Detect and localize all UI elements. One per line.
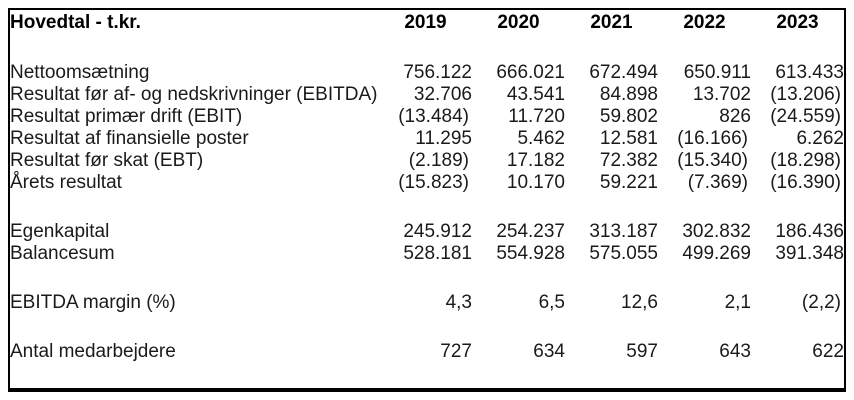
cell-value: 528.181 [403, 243, 472, 264]
row-label: Resultat primær drift (EBIT) [10, 106, 243, 127]
year-column-header: 2020 [497, 12, 540, 33]
section-spacer [10, 194, 844, 221]
cell-value: 554.928 [496, 243, 565, 264]
cell-value: 756.122 [403, 62, 472, 83]
cell-value: 11.720 [508, 106, 565, 127]
cell-value: 650.911 [683, 62, 751, 83]
table-body: Nettoomsætning 756.122 666.021 672.494 650.9… [10, 62, 844, 363]
cell-value: 43.541 [506, 84, 565, 105]
cell-value: 666.021 [496, 62, 565, 83]
cell-value: (18.298) [770, 150, 841, 171]
cell-value: 313.187 [589, 221, 658, 242]
table-row: EBITDA margin (%) 4,3 6,5 12,6 2,1 (2,2) [10, 292, 844, 314]
row-label: Antal medarbejdere [10, 341, 176, 362]
cell-value: 672.494 [589, 62, 658, 83]
year-column-header: 2023 [776, 12, 819, 33]
cell-value: (15.823) [398, 172, 469, 193]
cell-value: 12.581 [599, 128, 658, 149]
cell-value: 499.269 [682, 243, 751, 264]
cell-value: 6.262 [796, 128, 844, 149]
cell-value: 4,3 [445, 292, 472, 313]
table-row: Årets resultat (15.823) 10.170 59.221 (7.369… [10, 172, 844, 194]
cell-value: 10.170 [506, 172, 565, 193]
table-row: Nettoomsætning 756.122 666.021 672.494 650.9… [10, 62, 844, 84]
cell-value: 302.832 [682, 221, 751, 242]
year-column-header: 2021 [590, 12, 633, 33]
cell-value: 12,6 [621, 292, 658, 313]
row-label: Resultat før skat (EBT) [10, 150, 204, 171]
cell-value: 32.706 [413, 84, 472, 105]
cell-value: 391.348 [775, 243, 844, 264]
table-row: Resultat primær drift (EBIT) (13.484) 11.7… [10, 106, 844, 128]
cell-value: (24.559) [770, 106, 841, 127]
header-spacer [10, 36, 844, 62]
table-title: Hovedtal - t.kr. [10, 12, 141, 33]
cell-value: (13.484) [398, 106, 469, 127]
cell-value: 254.237 [496, 221, 565, 242]
table-row: Resultat før af- og nedskrivninger (EBIT… [10, 84, 844, 106]
row-label: Nettoomsætning [10, 62, 150, 83]
cell-value: 727 [440, 341, 472, 362]
cell-value: 17.182 [506, 150, 565, 171]
table-row: Balancesum 528.181 554.928 575.055 499.269 39… [10, 243, 844, 265]
cell-value: 2,1 [724, 292, 751, 313]
cell-value: 597 [626, 341, 658, 362]
cell-value: (16.390) [770, 172, 841, 193]
key-figures-grid: Hovedtal - t.kr. 2019 2020 2021 2022 202… [10, 10, 844, 363]
row-label: Resultat af finansielle poster [10, 128, 249, 149]
header-row: Hovedtal - t.kr. 2019 2020 2021 2022 202… [10, 10, 844, 36]
cell-value: (7.369) [687, 172, 748, 193]
cell-value: 6,5 [538, 292, 565, 313]
cell-value: 613.433 [775, 62, 844, 83]
cell-value: (2,2) [801, 292, 841, 313]
table-row: Resultat af finansielle poster 11.295 5.46… [10, 128, 844, 150]
cell-value: 634 [533, 341, 565, 362]
cell-value: 622 [812, 341, 844, 362]
row-label: EBITDA margin (%) [10, 292, 176, 313]
cell-value: 575.055 [589, 243, 658, 264]
table-row: Egenkapital 245.912 254.237 313.187 302.832 1… [10, 221, 844, 243]
cell-value: 13.702 [692, 84, 751, 105]
section-spacer [10, 265, 844, 292]
cell-value: (15.340) [677, 150, 748, 171]
cell-value: 186.436 [775, 221, 844, 242]
table-row: Resultat før skat (EBT) (2.189) 17.182 72.3… [10, 150, 844, 172]
cell-value: 72.382 [599, 150, 658, 171]
section-spacer [10, 314, 844, 341]
row-label: Egenkapital [10, 221, 110, 242]
key-figures-table: Hovedtal - t.kr. 2019 2020 2021 2022 202… [8, 8, 846, 392]
cell-value: 643 [719, 341, 751, 362]
cell-value: 11.295 [415, 128, 472, 149]
row-label: Årets resultat [10, 172, 122, 193]
cell-value: (2.189) [408, 150, 469, 171]
cell-value: 59.802 [599, 106, 658, 127]
row-label: Resultat før af- og nedskrivninger (EBIT… [10, 84, 378, 105]
row-label: Balancesum [10, 243, 115, 264]
year-column-header: 2022 [683, 12, 726, 33]
cell-value: 826 [719, 106, 751, 127]
cell-value: 84.898 [599, 84, 658, 105]
table-row: Antal medarbejdere 727 634 597 643 622 [10, 341, 844, 363]
cell-value: (16.166) [677, 128, 748, 149]
cell-value: 5.462 [517, 128, 565, 149]
cell-value: 59.221 [599, 172, 658, 193]
year-column-header: 2019 [404, 12, 447, 33]
cell-value: (13.206) [770, 84, 841, 105]
cell-value: 245.912 [403, 221, 472, 242]
